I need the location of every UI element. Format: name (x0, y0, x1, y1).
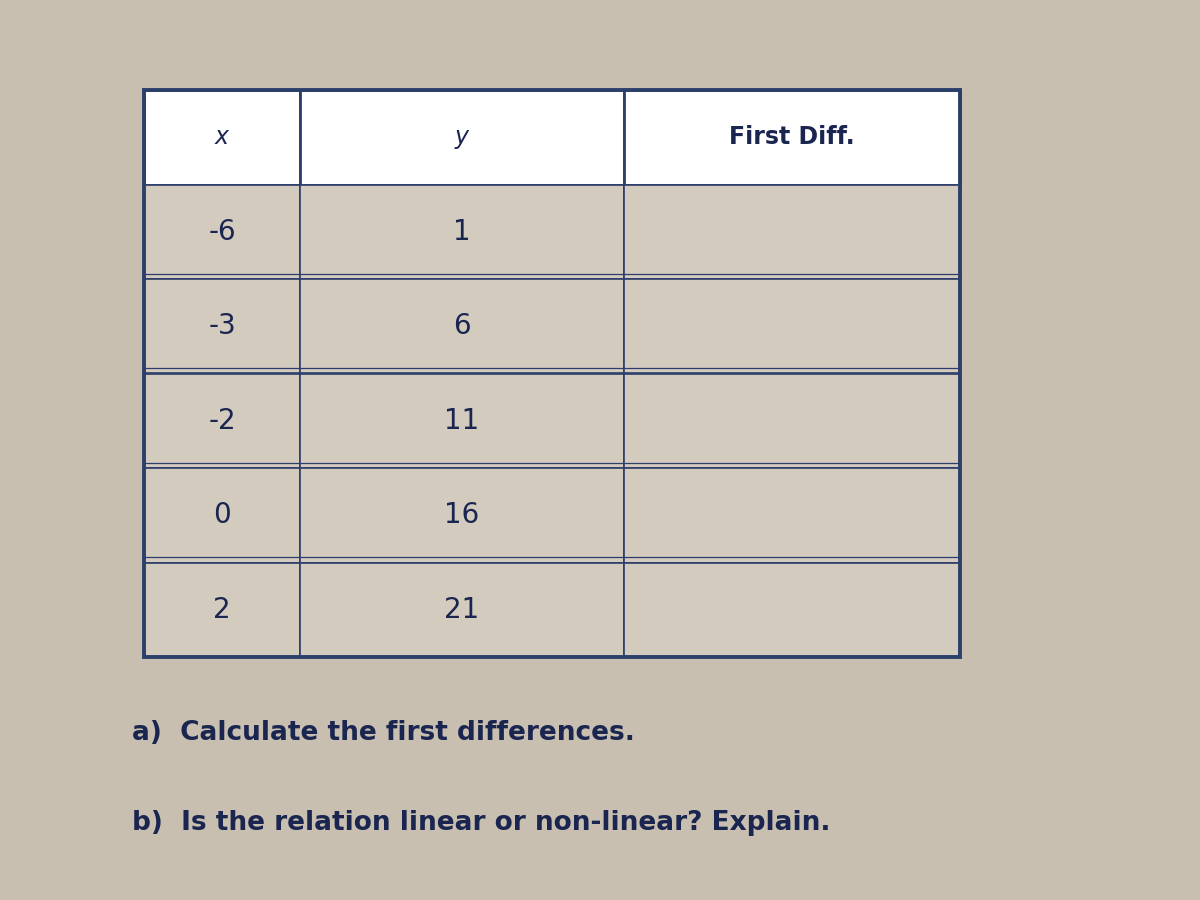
Bar (300, 184, 624, 279)
Text: b)  Is the relation linear or non-linear? Explain.: b) Is the relation linear or non-linear?… (132, 810, 830, 836)
Text: -3: -3 (208, 312, 236, 340)
Text: 6: 6 (454, 312, 470, 340)
Bar (144, 90, 960, 657)
Text: 21: 21 (444, 596, 480, 624)
Text: 1: 1 (454, 218, 470, 246)
Text: a)  Calculate the first differences.: a) Calculate the first differences. (132, 720, 635, 746)
Bar (300, 468, 624, 562)
Bar (624, 562, 960, 657)
Text: 0: 0 (214, 501, 230, 529)
Text: -2: -2 (208, 407, 236, 435)
Bar (300, 562, 624, 657)
Bar (624, 90, 960, 184)
Text: 16: 16 (444, 501, 480, 529)
Text: 2: 2 (214, 596, 230, 624)
Text: x: x (215, 125, 229, 149)
Bar (624, 184, 960, 279)
Bar (300, 279, 624, 374)
Bar (624, 279, 960, 374)
Bar (144, 90, 300, 184)
Bar (144, 279, 300, 374)
Text: 11: 11 (444, 407, 480, 435)
Bar (624, 468, 960, 562)
Bar (624, 374, 960, 468)
Text: y: y (455, 125, 469, 149)
Bar (300, 90, 624, 184)
Bar (300, 374, 624, 468)
Text: First Diff.: First Diff. (730, 125, 854, 149)
Bar (144, 184, 300, 279)
Bar (144, 468, 300, 562)
Text: -6: -6 (208, 218, 236, 246)
Bar (144, 374, 300, 468)
Bar (144, 562, 300, 657)
